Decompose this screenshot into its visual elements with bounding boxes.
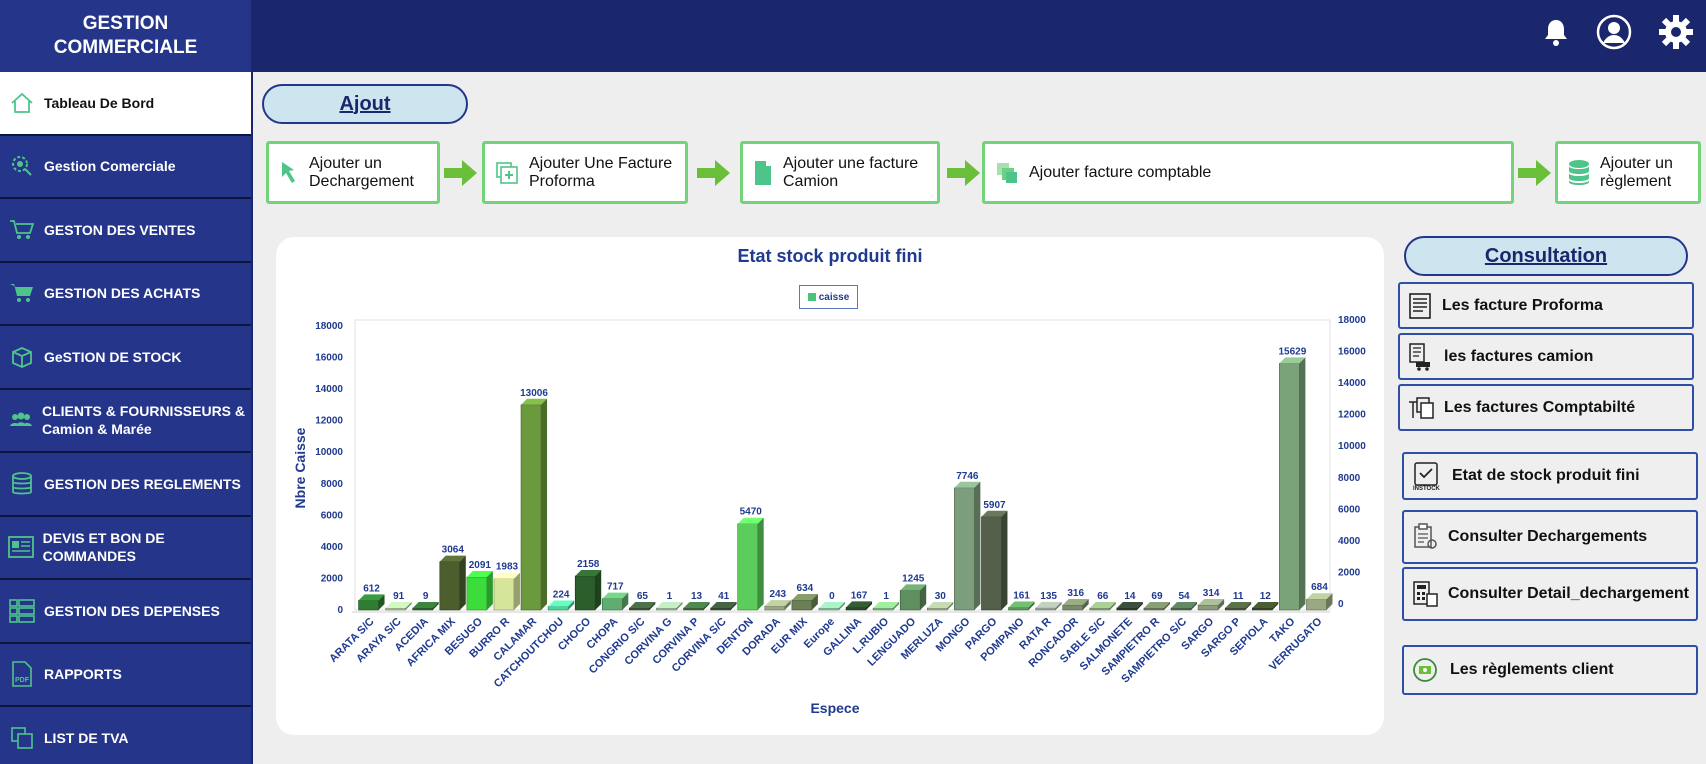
sidebar-item-label: GeSTION DE STOCK bbox=[44, 348, 182, 365]
bell-icon[interactable] bbox=[1542, 17, 1570, 47]
add-copy-icon bbox=[495, 161, 519, 185]
consultation-title-button[interactable]: Consultation bbox=[1404, 236, 1688, 276]
step-label: Ajouter un Dechargement bbox=[309, 154, 414, 190]
consult-label: Consulter Dechargements bbox=[1448, 528, 1648, 545]
sidebar-item-clients-fournisseurs[interactable]: CLIENTS & FOURNISSEURS & Camion & Marée bbox=[0, 390, 251, 453]
app-title-line1: GESTION bbox=[82, 13, 169, 34]
consult-etat-stock-button[interactable]: INSTOCK Etat de stock produit fini bbox=[1402, 452, 1698, 500]
copy-icon bbox=[995, 161, 1019, 185]
sidebar-item-label: RAPPORTS bbox=[44, 666, 122, 683]
sidebar-item-tva[interactable]: LIST DE TVA bbox=[0, 707, 251, 764]
sidebar-item-gestion-comerciale[interactable]: Gestion Comerciale bbox=[0, 136, 251, 199]
sidebar-item-label: GESTION DES REGLEMENTS bbox=[44, 475, 241, 492]
sidebar-item-tableau-de-bord[interactable]: Tableau De Bord bbox=[0, 72, 251, 136]
gear-icon[interactable] bbox=[1658, 14, 1694, 50]
consult-label: Consulter Detail_dechargement bbox=[1448, 585, 1689, 602]
consult-dechargements-button[interactable]: Consulter Dechargements bbox=[1402, 510, 1698, 564]
sidebar-item-devis[interactable]: DEVIS ET BON DE COMMANDES bbox=[0, 517, 251, 580]
home-icon bbox=[8, 92, 36, 114]
sidebar-item-label: Gestion Comerciale bbox=[44, 158, 176, 175]
svg-text:PDF: PDF bbox=[15, 677, 30, 684]
consult-label: Les règlements client bbox=[1450, 661, 1614, 678]
sidebar-item-label: GESTION DES ACHATS bbox=[44, 285, 201, 302]
instock-icon: INSTOCK bbox=[1412, 461, 1442, 491]
payment-icon bbox=[1412, 657, 1440, 683]
arrow-right-icon bbox=[444, 160, 477, 186]
consult-factures-comptabilite-button[interactable]: Les factures Comptabilté bbox=[1398, 384, 1694, 431]
sidebar: Tableau De Bord Gestion Comerciale GESTO… bbox=[0, 72, 251, 764]
sidebar-item-stock[interactable]: GeSTION DE STOCK bbox=[0, 326, 251, 390]
step-label: Ajouter un règlement bbox=[1600, 154, 1673, 190]
database-icon bbox=[8, 471, 36, 497]
sidebar-item-label: LIST DE TVA bbox=[44, 729, 129, 746]
top-bar bbox=[0, 0, 1706, 72]
sidebar-item-depenses[interactable]: GESTION DES DEPENSES bbox=[0, 580, 251, 644]
app-title: GESTION COMMERCIALE bbox=[0, 0, 251, 72]
step-ajouter-reglement[interactable]: Ajouter un règlement bbox=[1555, 141, 1701, 204]
pointer-icon bbox=[279, 160, 299, 186]
step-ajouter-dechargement[interactable]: Ajouter un Dechargement bbox=[266, 141, 440, 204]
chart-legend: caisse bbox=[799, 285, 858, 309]
consult-label: les factures camion bbox=[1444, 347, 1594, 365]
sidebar-item-label: Tableau De Bord bbox=[44, 94, 155, 111]
chart-card bbox=[276, 237, 1384, 735]
file-icon bbox=[753, 160, 773, 186]
copy-icon bbox=[8, 726, 36, 750]
legend-swatch bbox=[807, 293, 816, 301]
database-icon bbox=[1568, 159, 1590, 187]
top-icons bbox=[1542, 14, 1694, 50]
step-label: Ajouter une facture Camion bbox=[783, 154, 919, 190]
arrow-right-icon bbox=[1518, 160, 1551, 186]
consult-factures-camion-button[interactable]: les factures camion bbox=[1398, 333, 1694, 380]
sidebar-divider bbox=[251, 72, 253, 764]
step-label: Ajouter Une Facture Proforma bbox=[529, 154, 673, 190]
legend-label: caisse bbox=[818, 291, 850, 303]
consult-facture-proforma-button[interactable]: Les facture Proforma bbox=[1398, 282, 1694, 329]
step-ajouter-facture-camion[interactable]: Ajouter une facture Camion bbox=[740, 141, 940, 204]
gear-bulb-icon bbox=[8, 154, 36, 178]
ajout-title-button[interactable]: Ajout bbox=[262, 84, 468, 124]
user-icon[interactable] bbox=[1596, 14, 1632, 50]
pdf-icon: PDF bbox=[8, 661, 36, 688]
sidebar-item-label: CLIENTS & FOURNISSEURS & Camion & Marée bbox=[42, 403, 246, 438]
sidebar-item-rapports[interactable]: PDF RAPPORTS bbox=[0, 644, 251, 707]
sidebar-item-achats[interactable]: GESTION DES ACHATS bbox=[0, 263, 251, 326]
arrow-right-icon bbox=[697, 160, 730, 186]
consult-label: Etat de stock produit fini bbox=[1452, 467, 1640, 484]
arrow-right-icon bbox=[947, 160, 980, 186]
step-label: Ajouter facture comptable bbox=[1029, 163, 1212, 181]
app-title-line2: COMMERCIALE bbox=[53, 37, 198, 58]
sidebar-item-ventes[interactable]: GESTON DES VENTES bbox=[0, 199, 251, 263]
document-icon bbox=[8, 535, 35, 559]
cart-icon bbox=[8, 219, 36, 241]
consult-label: Les factures Comptabilté bbox=[1444, 398, 1636, 416]
svg-text:INSTOCK: INSTOCK bbox=[1413, 486, 1441, 491]
sidebar-item-label: GESTON DES VENTES bbox=[44, 221, 196, 238]
step-ajouter-facture-proforma[interactable]: Ajouter Une Facture Proforma bbox=[482, 141, 688, 204]
clipboard-icon bbox=[1412, 523, 1438, 551]
consult-reglements-client-button[interactable]: Les règlements client bbox=[1402, 645, 1698, 695]
users-icon bbox=[8, 410, 34, 430]
sidebar-item-label: DEVIS ET BON DE COMMANDES bbox=[42, 530, 165, 565]
invoice-icon bbox=[1408, 292, 1432, 319]
consult-detail-dechargement-button[interactable]: Consulter Detail_dechargement bbox=[1402, 567, 1698, 621]
step-ajouter-facture-comptable[interactable]: Ajouter facture comptable bbox=[982, 141, 1514, 204]
copy-icon bbox=[1408, 396, 1434, 420]
sidebar-item-label: GESTION DES DEPENSES bbox=[44, 602, 220, 619]
cart-add-icon bbox=[8, 282, 36, 304]
grid-list-icon bbox=[8, 598, 36, 623]
chart-title: Etat stock produit fini bbox=[737, 246, 923, 266]
consult-label: Les facture Proforma bbox=[1442, 296, 1603, 314]
calculator-icon bbox=[1412, 580, 1438, 608]
truck-invoice-icon bbox=[1408, 342, 1434, 371]
sidebar-item-reglements[interactable]: GESTION DES REGLEMENTS bbox=[0, 453, 251, 517]
box-icon bbox=[8, 345, 36, 369]
